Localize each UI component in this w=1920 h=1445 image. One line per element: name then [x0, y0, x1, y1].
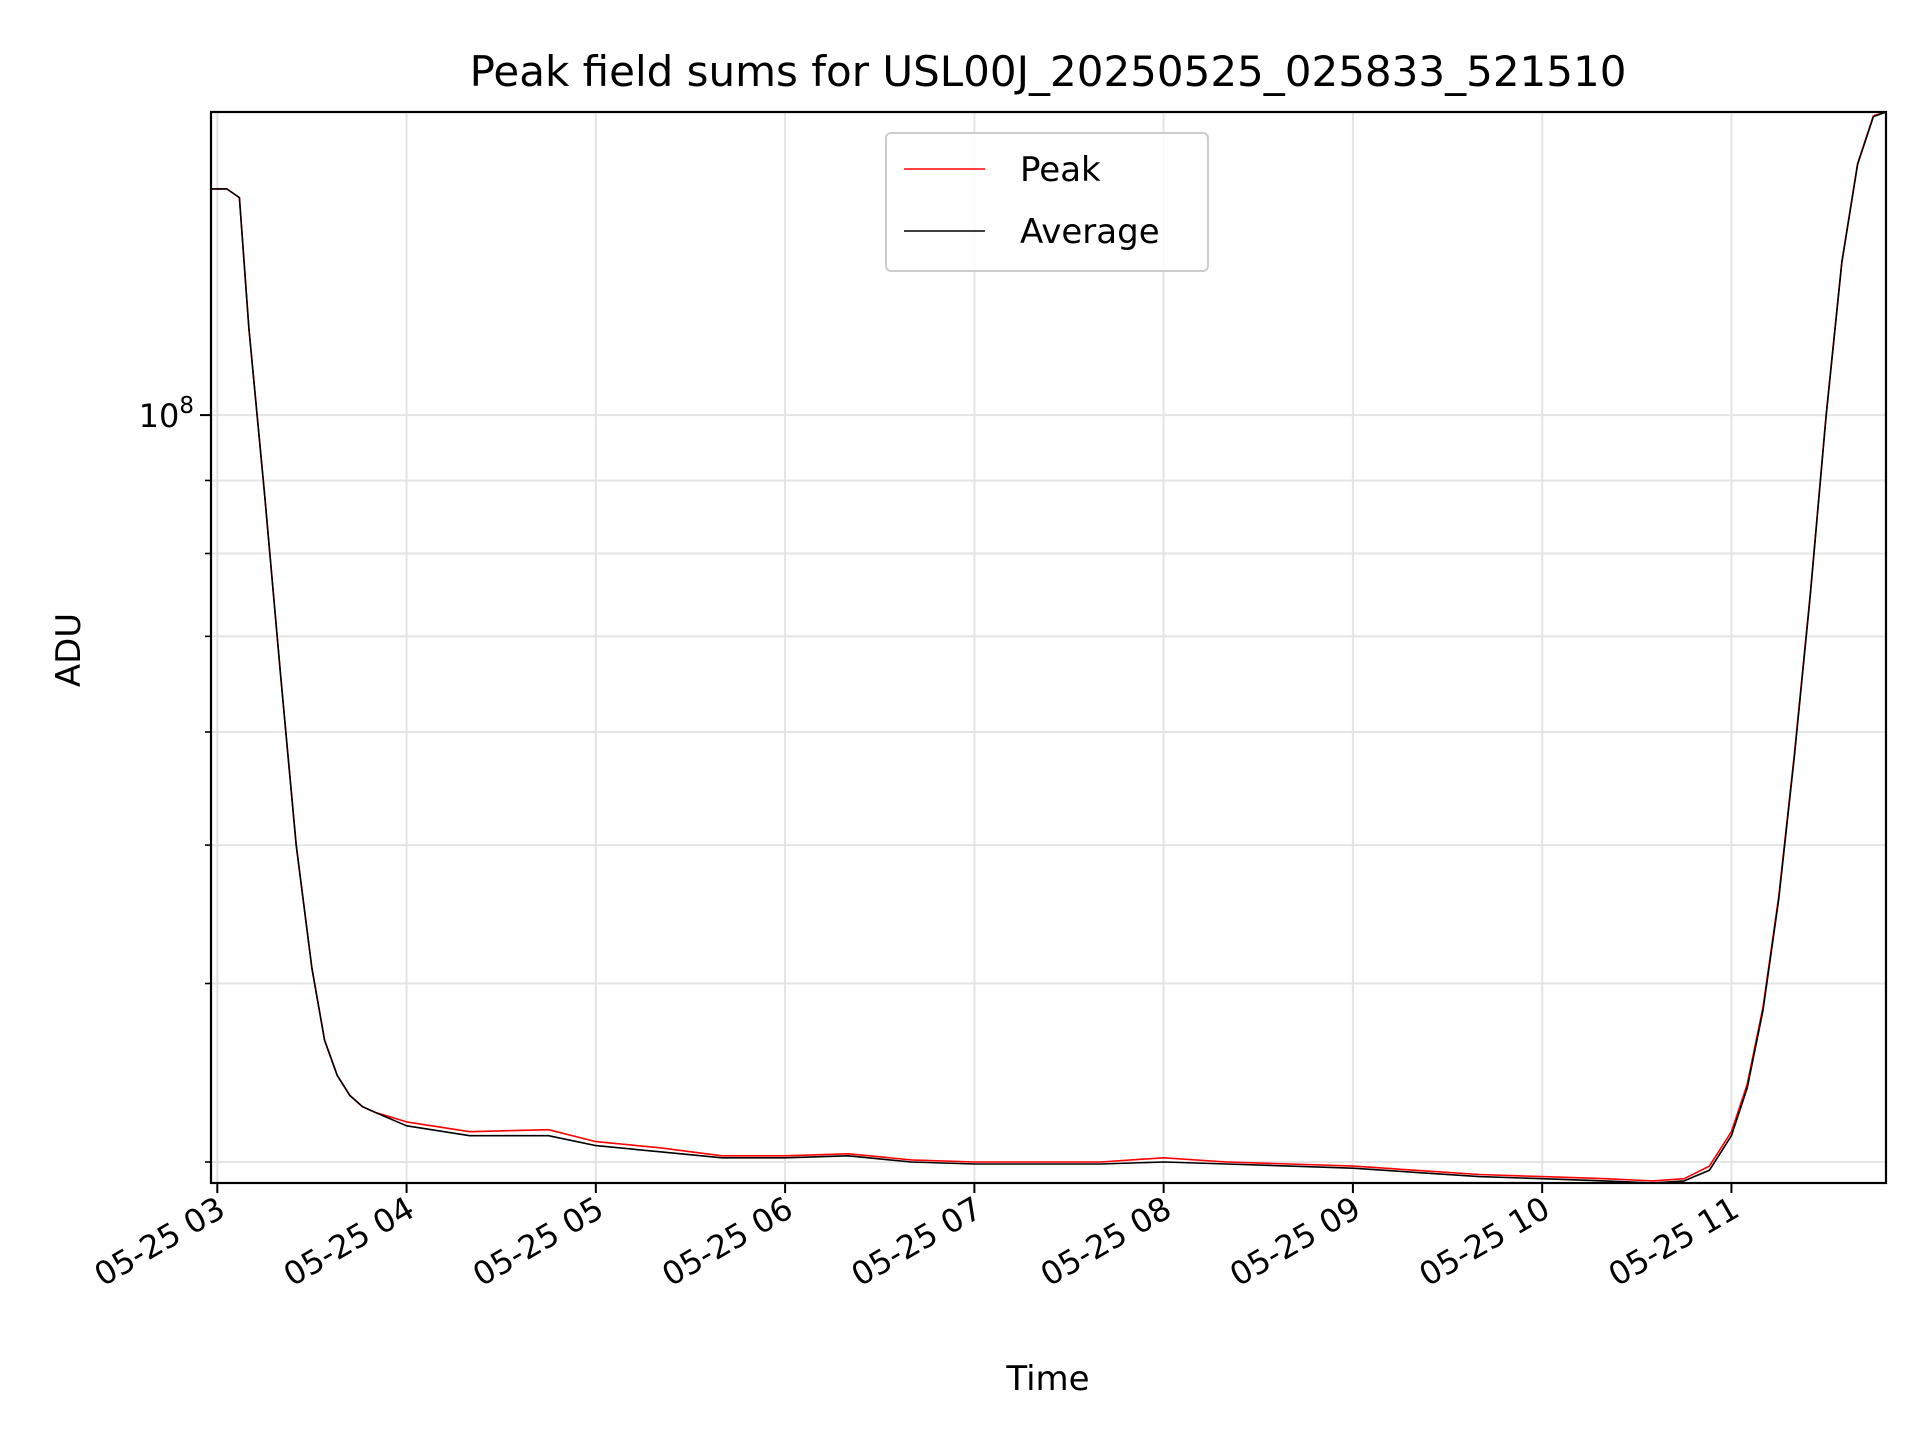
- y-tick-label-exponent: 8: [179, 393, 194, 419]
- plot-frame: [209, 110, 1888, 1185]
- y-axis-label: ADU: [49, 613, 89, 687]
- series-lines: [211, 112, 1886, 1183]
- legend-peak-label: Peak: [1020, 150, 1101, 190]
- y-tick-label-base: 10: [139, 397, 180, 435]
- legend-average-label: Average: [1020, 212, 1160, 252]
- x-axis-label: Time: [1005, 1359, 1089, 1399]
- legend: Peak Average: [885, 132, 1209, 272]
- series-line-average: [211, 112, 1886, 1183]
- legend-box: [885, 132, 1209, 272]
- chart-title: Peak field sums for USL00J_20250525_0258…: [470, 47, 1627, 96]
- y-tick-label: 108: [139, 393, 194, 435]
